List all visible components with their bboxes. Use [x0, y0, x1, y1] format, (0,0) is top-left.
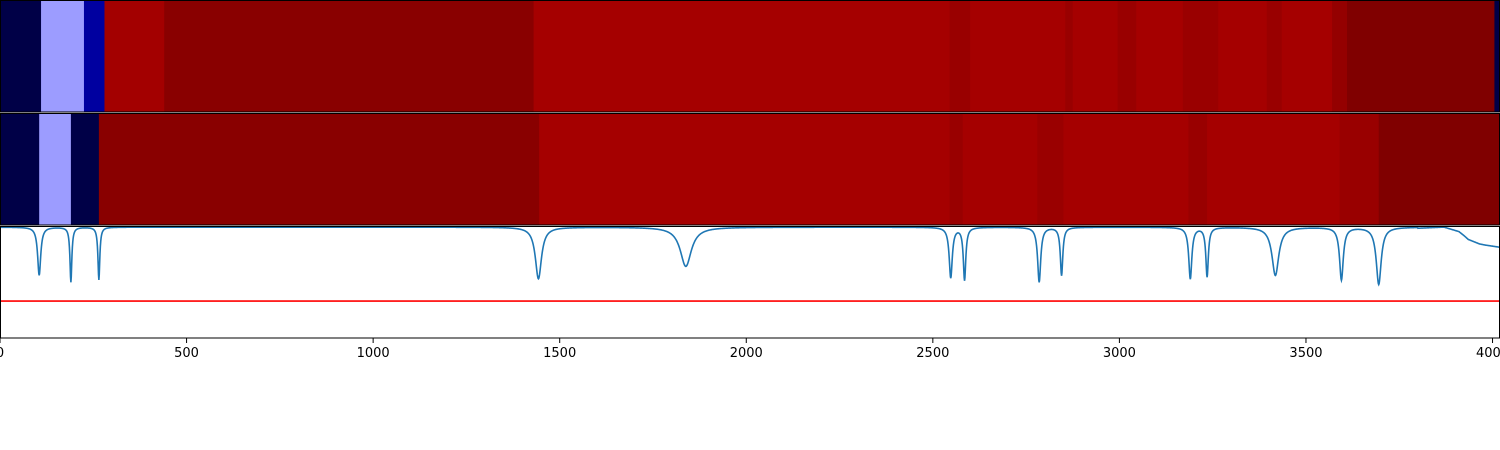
middle-strip-segment-10 — [1207, 113, 1341, 225]
middle-strip-segment-3 — [98, 113, 540, 225]
x-tick-label-5: 2500 — [916, 346, 949, 361]
top-strip-segment-0 — [0, 0, 42, 112]
x-tick-label-3: 1500 — [543, 346, 576, 361]
top-strip-segment-6 — [949, 0, 971, 112]
middle-heatmap-strip — [0, 113, 1500, 225]
middle-strip-segment-12 — [1378, 113, 1500, 225]
middle-strip-segment-9 — [1188, 113, 1208, 225]
top-strip-segment-11 — [1136, 0, 1184, 112]
middle-strip-segment-8 — [1063, 113, 1189, 225]
middle-strip-segment-0 — [0, 113, 40, 225]
top-strip-segment-15 — [1281, 0, 1333, 112]
top-strip-segment-14 — [1266, 0, 1283, 112]
top-strip-segment-2 — [83, 0, 105, 112]
x-tick-label-7: 3500 — [1289, 346, 1322, 361]
middle-strip-segment-11 — [1339, 113, 1380, 225]
x-axis: 0 500 1000 1500 2000 2500 3000 3500 4000 — [0, 338, 1500, 361]
top-strip-segment-16 — [1332, 0, 1348, 112]
top-strip-segment-7 — [970, 0, 1066, 112]
middle-strip-segment-5 — [949, 113, 964, 225]
top-strip-segment-1 — [41, 0, 85, 112]
x-tick-label-8: 4000 — [1476, 346, 1500, 361]
top-heatmap-strip — [0, 0, 1500, 112]
x-tick-label-1: 500 — [174, 346, 199, 361]
top-strip-segment-12 — [1182, 0, 1219, 112]
top-strip-segment-18 — [1494, 0, 1500, 112]
top-strip-segment-13 — [1218, 0, 1268, 112]
middle-strip-segment-7 — [1037, 113, 1064, 225]
top-strip-segment-4 — [164, 0, 535, 112]
x-tick-label-4: 2000 — [730, 346, 763, 361]
middle-strip-segment-2 — [70, 113, 100, 225]
top-strip-segment-9 — [1072, 0, 1119, 112]
x-tick-label-2: 1000 — [357, 346, 390, 361]
top-strip-segment-17 — [1347, 0, 1495, 112]
middle-strip-segment-1 — [39, 113, 72, 225]
top-strip-segment-10 — [1117, 0, 1137, 112]
top-strip-segment-8 — [1065, 0, 1074, 112]
x-tick-label-0: 0 — [0, 346, 4, 361]
x-tick-label-6: 3000 — [1103, 346, 1136, 361]
middle-strip-segment-6 — [962, 113, 1038, 225]
spectrum-series-line — [0, 226, 1500, 287]
top-strip-segment-5 — [533, 0, 951, 112]
spectrum-line-panel — [0, 226, 1500, 302]
middle-strip-segment-4 — [539, 113, 951, 225]
top-strip-segment-3 — [104, 0, 165, 112]
